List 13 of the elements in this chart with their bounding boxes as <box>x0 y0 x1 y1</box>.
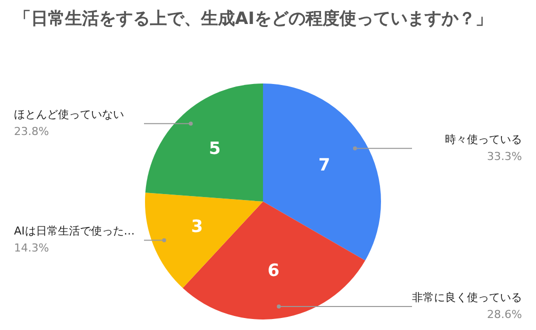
data-label: 3 <box>191 216 204 237</box>
slice-label: 非常に良く使っている <box>412 290 522 304</box>
data-label: 6 <box>268 260 280 281</box>
text: 14.3% <box>14 242 49 255</box>
data-label: 5 <box>208 139 221 160</box>
chart-title: 「日常生活をする上で、生成AIをどの程度使っていますか？」 <box>14 8 494 31</box>
text: 28.6% <box>487 308 522 321</box>
text: 33.3% <box>487 150 522 163</box>
slice-label: ほとんど使っていない <box>14 108 124 122</box>
slice-label: AIは日常生活で使った… <box>14 224 135 238</box>
slice-label: 時々使っている <box>445 132 522 146</box>
data-label: 7 <box>318 156 330 176</box>
text: 23.8% <box>14 125 49 138</box>
